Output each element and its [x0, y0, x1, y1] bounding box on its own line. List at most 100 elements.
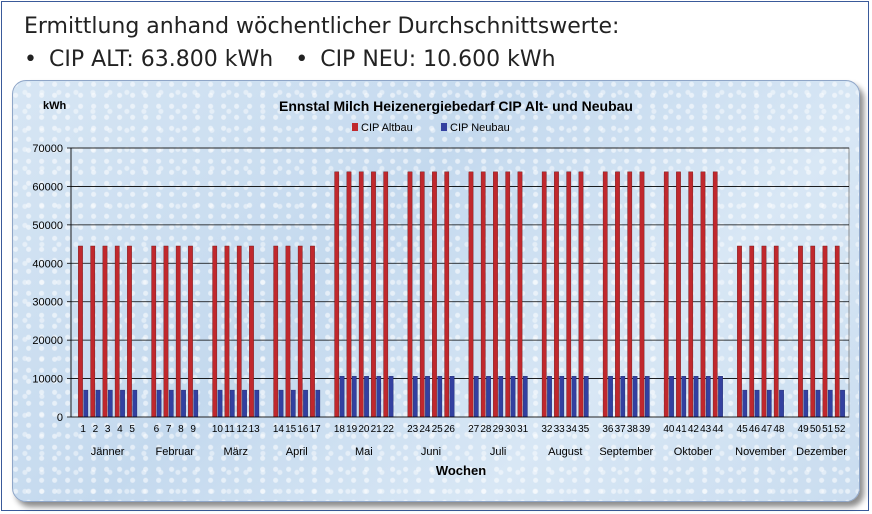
- bar-neubau: [498, 376, 504, 418]
- bar-altbau: [358, 171, 364, 418]
- bar-altbau: [78, 245, 83, 418]
- bar-neubau: [608, 376, 613, 418]
- bar-altbau: [602, 171, 608, 418]
- week-tick-label: 10: [212, 424, 224, 435]
- week-tick-label: 49: [798, 424, 810, 435]
- bar-neubau: [376, 376, 382, 418]
- month-label: September: [599, 446, 653, 458]
- week-tick-label: 52: [834, 424, 846, 435]
- bar-altbau: [163, 245, 169, 418]
- bar-neubau: [754, 389, 760, 418]
- week-tick-label: 9: [190, 424, 196, 435]
- bar-neubau: [315, 389, 321, 418]
- bar-altbau: [224, 245, 230, 418]
- bar-neubau: [132, 389, 138, 418]
- bar-neubau: [547, 376, 552, 418]
- week-tick-label: 14: [273, 424, 285, 435]
- week-tick-label: 7: [166, 424, 172, 435]
- bar-neubau: [742, 389, 748, 418]
- bar-altbau: [663, 171, 669, 418]
- bar-neubau: [766, 389, 772, 418]
- bar-neubau: [693, 376, 699, 418]
- week-tick-label: 5: [129, 424, 135, 435]
- bar-neubau: [156, 389, 162, 418]
- week-tick-label: 22: [383, 424, 395, 435]
- bar-neubau: [351, 376, 357, 418]
- bar-neubau: [705, 376, 711, 418]
- y-axis-label: kWh: [43, 100, 67, 112]
- week-tick-label: 18: [334, 424, 346, 435]
- y-tick-label: 70000: [32, 143, 63, 155]
- week-tick-label: 46: [749, 424, 761, 435]
- x-axis-label: Wochen: [436, 463, 486, 478]
- legend-label-neubau: CIP Neubau: [450, 122, 510, 134]
- week-tick-label: 3: [105, 424, 111, 435]
- y-tick-label: 30000: [32, 297, 63, 309]
- bar-altbau: [517, 171, 523, 418]
- bullet-text-alt: CIP ALT: 63.800 kWh: [48, 47, 274, 72]
- week-tick-label: 15: [285, 424, 297, 435]
- bar-neubau: [473, 376, 479, 418]
- bar-altbau: [578, 171, 584, 418]
- week-tick-label: 23: [407, 424, 419, 435]
- bar-altbau: [566, 171, 572, 418]
- week-tick-label: 21: [371, 424, 383, 435]
- bar-neubau: [583, 376, 589, 418]
- month-label: Oktober: [674, 446, 713, 458]
- bars: [78, 171, 845, 418]
- y-tick-label: 40000: [32, 258, 63, 270]
- month-label: Februar: [155, 446, 194, 458]
- week-tick-label: 31: [517, 424, 529, 435]
- bar-altbau: [346, 171, 352, 418]
- week-tick-label: 45: [737, 424, 749, 435]
- bar-altbau: [773, 245, 779, 418]
- bar-altbau: [285, 245, 291, 418]
- week-tick-label: 44: [712, 424, 724, 435]
- bar-neubau: [681, 376, 687, 418]
- bar-altbau: [798, 245, 803, 418]
- bar-altbau: [505, 171, 511, 418]
- week-tick-label: 43: [700, 424, 712, 435]
- week-tick-label: 25: [432, 424, 444, 435]
- bar-neubau: [522, 376, 528, 418]
- bar-altbau: [236, 245, 242, 418]
- month-label: April: [286, 446, 308, 458]
- bullet-item-alt: • CIP ALT: 63.800 kWh: [24, 47, 273, 72]
- bar-neubau: [632, 376, 638, 418]
- bar-altbau: [834, 245, 840, 418]
- bar-altbau: [297, 245, 303, 418]
- bar-altbau: [432, 171, 437, 418]
- bar-neubau: [303, 389, 308, 418]
- y-tick-label: 60000: [32, 181, 63, 193]
- bar-altbau: [188, 245, 193, 418]
- bar-neubau: [168, 389, 174, 418]
- bar-altbau: [688, 171, 694, 418]
- week-tick-label: 47: [761, 424, 773, 435]
- week-tick-label: 36: [602, 424, 614, 435]
- week-tick-label: 6: [154, 424, 160, 435]
- bar-neubau: [181, 389, 186, 418]
- month-label: März: [224, 446, 248, 458]
- bar-altbau: [712, 171, 718, 418]
- bullet-item-neu: • CIP NEU: 10.600 kWh: [295, 47, 555, 72]
- bar-altbau: [737, 245, 742, 418]
- bar-neubau: [412, 376, 418, 418]
- bar-altbau: [151, 245, 157, 418]
- week-tick-label: 13: [249, 424, 261, 435]
- slide-heading: Ermittlung anhand wöchentlicher Durchsch…: [24, 14, 620, 39]
- bar-altbau: [554, 171, 559, 418]
- bar-neubau: [840, 389, 845, 418]
- grid: [70, 147, 850, 418]
- week-tick-label: 39: [639, 424, 651, 435]
- y-tick-label: 10000: [32, 374, 63, 386]
- legend: CIP Altbau CIP Neubau: [352, 122, 510, 134]
- bar-altbau: [102, 245, 108, 418]
- legend-label-altbau: CIP Altbau: [361, 122, 413, 134]
- bar-altbau: [273, 245, 279, 418]
- bar-neubau: [815, 389, 821, 418]
- week-tick-label: 16: [297, 424, 309, 435]
- week-tick-label: 27: [468, 424, 480, 435]
- bar-neubau: [120, 389, 125, 418]
- bar-altbau: [334, 171, 340, 418]
